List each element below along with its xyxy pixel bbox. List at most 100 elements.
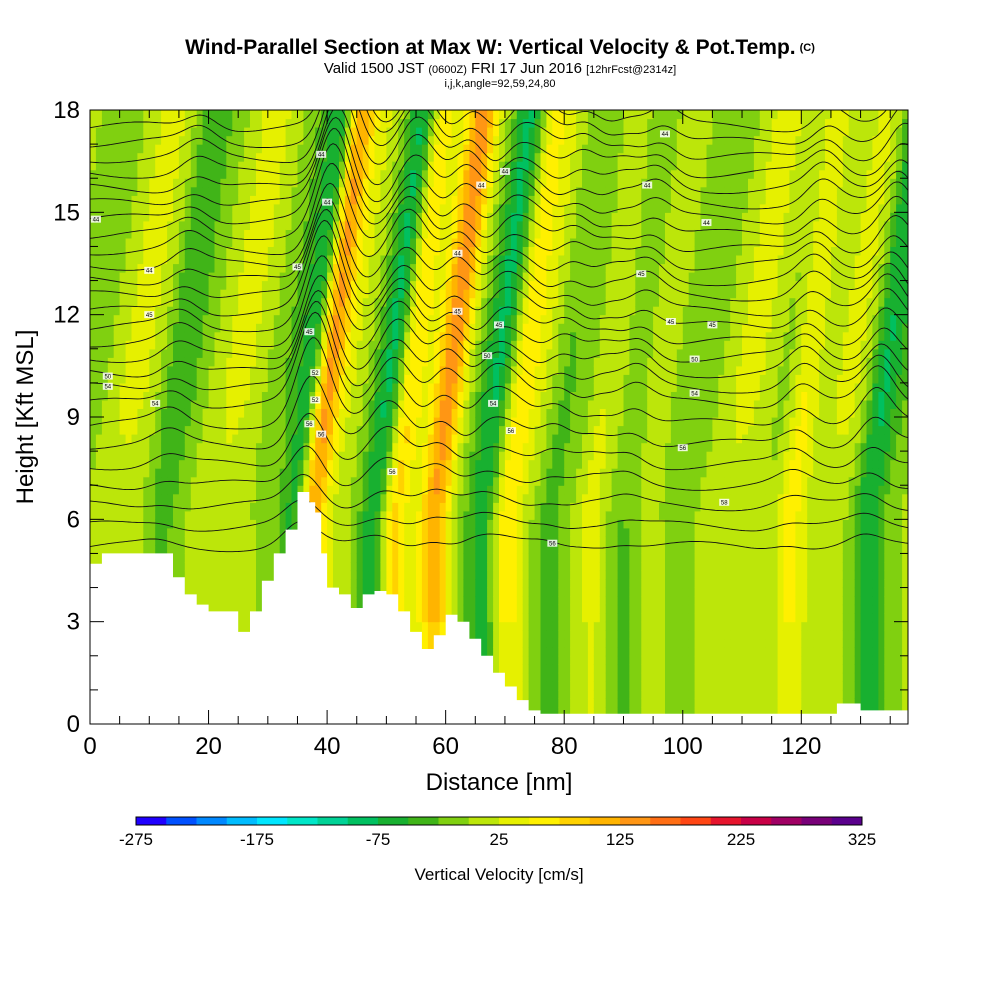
velocity-cell bbox=[95, 127, 103, 137]
velocity-cell bbox=[125, 255, 133, 265]
velocity-cell bbox=[208, 348, 216, 358]
velocity-cell bbox=[493, 510, 500, 520]
velocity-cell bbox=[90, 118, 97, 128]
velocity-cell bbox=[137, 314, 144, 324]
velocity-cell bbox=[125, 476, 133, 486]
velocity-cell bbox=[392, 169, 399, 179]
velocity-cell bbox=[261, 570, 269, 580]
velocity-cell bbox=[95, 502, 103, 512]
velocity-cell bbox=[184, 374, 192, 384]
velocity-cell bbox=[481, 255, 488, 265]
velocity-cell bbox=[333, 425, 340, 435]
velocity-cell bbox=[386, 212, 393, 222]
velocity-cell bbox=[333, 246, 340, 256]
velocity-cell bbox=[333, 135, 340, 145]
velocity-cell bbox=[463, 306, 470, 316]
velocity-cell bbox=[445, 280, 453, 290]
velocity-cell bbox=[208, 255, 216, 265]
velocity-cell bbox=[167, 365, 174, 375]
velocity-cell bbox=[250, 118, 257, 128]
velocity-cell bbox=[493, 630, 500, 640]
velocity-cell bbox=[386, 297, 393, 307]
velocity-cell bbox=[451, 510, 459, 520]
velocity-cell bbox=[95, 246, 103, 256]
velocity-cell bbox=[190, 468, 198, 478]
velocity-cell bbox=[481, 562, 488, 572]
velocity-cell bbox=[137, 118, 144, 128]
velocity-cell bbox=[433, 382, 441, 392]
velocity-cell bbox=[410, 587, 417, 597]
velocity-cell bbox=[220, 399, 227, 409]
velocity-cell bbox=[273, 229, 281, 239]
velocity-cell bbox=[475, 502, 482, 512]
velocity-cell bbox=[125, 442, 133, 452]
velocity-cell bbox=[220, 178, 227, 188]
velocity-cell bbox=[463, 493, 470, 503]
velocity-cell bbox=[285, 272, 293, 282]
velocity-cell bbox=[220, 476, 227, 486]
velocity-cell bbox=[184, 357, 192, 367]
velocity-cell bbox=[220, 280, 227, 290]
velocity-cell bbox=[439, 246, 447, 256]
velocity-cell bbox=[267, 408, 275, 418]
velocity-cell bbox=[487, 604, 494, 614]
velocity-cell bbox=[339, 169, 346, 179]
velocity-cell bbox=[173, 169, 180, 179]
velocity-cell bbox=[107, 510, 115, 520]
velocity-cell bbox=[90, 553, 97, 563]
velocity-cell bbox=[469, 331, 476, 341]
velocity-cell bbox=[493, 237, 500, 247]
velocity-cell bbox=[398, 459, 405, 469]
velocity-cell bbox=[125, 391, 133, 401]
velocity-cell bbox=[481, 434, 488, 444]
velocity-cell bbox=[333, 144, 340, 154]
velocity-cell bbox=[315, 485, 322, 495]
velocity-cell bbox=[101, 161, 109, 171]
velocity-cell bbox=[244, 485, 251, 495]
velocity-cell bbox=[374, 536, 381, 546]
velocity-cell bbox=[184, 323, 192, 333]
velocity-cell bbox=[190, 562, 198, 572]
velocity-cell bbox=[131, 323, 138, 333]
velocity-cell bbox=[267, 357, 275, 367]
velocity-cell bbox=[250, 340, 257, 350]
velocity-cell bbox=[184, 272, 192, 282]
velocity-cell bbox=[285, 425, 293, 435]
velocity-cell bbox=[125, 434, 133, 444]
velocity-cell bbox=[291, 425, 298, 435]
velocity-cell bbox=[421, 314, 429, 324]
velocity-cell bbox=[137, 459, 144, 469]
velocity-cell bbox=[350, 246, 358, 256]
velocity-cell bbox=[416, 570, 423, 580]
velocity-cell bbox=[368, 144, 376, 154]
velocity-cell bbox=[368, 459, 376, 469]
velocity-cell bbox=[90, 340, 97, 350]
velocity-cell bbox=[451, 544, 459, 554]
velocity-cell bbox=[374, 195, 381, 205]
velocity-cell bbox=[350, 587, 358, 597]
velocity-cell bbox=[439, 161, 447, 171]
velocity-cell bbox=[261, 144, 269, 154]
velocity-cell bbox=[190, 451, 198, 461]
velocity-cell bbox=[380, 382, 387, 392]
velocity-cell bbox=[315, 399, 322, 409]
velocity-cell bbox=[433, 442, 441, 452]
velocity-cell bbox=[202, 442, 210, 452]
velocity-cell bbox=[161, 306, 168, 316]
velocity-cell bbox=[421, 417, 429, 427]
velocity-cell bbox=[463, 570, 470, 580]
velocity-cell bbox=[469, 621, 476, 631]
velocity-cell bbox=[267, 203, 275, 213]
velocity-cell bbox=[499, 570, 506, 580]
velocity-cell bbox=[469, 186, 476, 196]
velocity-cell bbox=[374, 553, 381, 563]
velocity-cell bbox=[238, 459, 245, 469]
velocity-cell bbox=[196, 451, 204, 461]
velocity-cell bbox=[178, 255, 186, 265]
velocity-cell bbox=[261, 485, 269, 495]
velocity-cell bbox=[380, 263, 387, 273]
velocity-cell bbox=[155, 442, 162, 452]
velocity-cell bbox=[416, 272, 423, 282]
velocity-cell bbox=[339, 306, 346, 316]
velocity-cell bbox=[113, 306, 121, 316]
